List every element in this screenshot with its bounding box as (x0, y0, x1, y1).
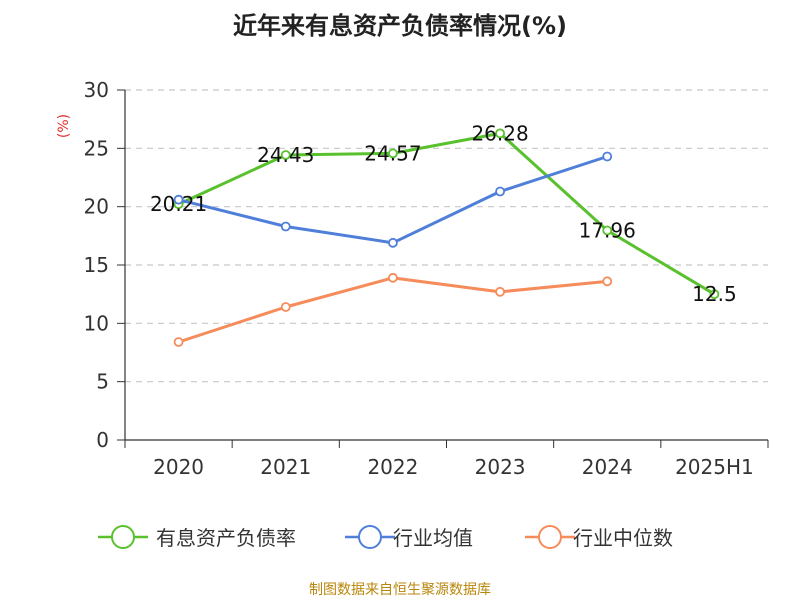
data-point-1[interactable] (388, 237, 398, 248)
data-point-2[interactable] (388, 272, 398, 283)
data-point-1[interactable] (280, 221, 291, 232)
legend-marker-icon (538, 525, 562, 549)
data-label: 17.96 (579, 218, 636, 242)
data-point-2[interactable] (602, 276, 613, 287)
axes: 0 5 10 15 20 25 30 2020 2021 2022 2023 2024 2025H1 (84, 78, 769, 479)
y-tick-label: 20 (84, 195, 109, 219)
y-tick-label: 15 (84, 253, 109, 277)
gridlines (125, 89, 768, 383)
y-tick-label: 10 (84, 311, 109, 335)
data-label: 24.57 (364, 141, 421, 165)
y-tick-label: 25 (84, 136, 109, 160)
data-label: 12.5 (692, 282, 737, 306)
x-tick-label: 2022 (367, 455, 418, 479)
data-point-1[interactable] (173, 194, 184, 205)
x-tick-label: 2021 (260, 455, 311, 479)
data-labels: 20.21 24.43 24.57 26.28 17.96 12.5 (150, 121, 737, 306)
series-group (173, 128, 720, 347)
y-tick-label: 5 (96, 370, 109, 394)
legend-label[interactable]: 有息资产负债率 (156, 526, 296, 550)
legend[interactable]: 有息资产负债率 行业均值 行业中位数 (98, 525, 673, 550)
chart-title: 近年来有息资产负债率情况(%) (233, 12, 567, 40)
y-axis-unit: (%) (56, 114, 72, 138)
legend-label[interactable]: 行业均值 (393, 526, 473, 550)
data-point-0[interactable] (280, 150, 291, 160)
data-point-2[interactable] (280, 302, 291, 312)
data-label: 24.43 (257, 143, 314, 167)
x-tick-label: 2025H1 (675, 455, 754, 479)
x-tick-label: 2020 (153, 455, 204, 479)
data-point-0[interactable] (709, 289, 720, 300)
legend-marker-icon (358, 525, 382, 549)
series-line-2 (178, 276, 608, 344)
y-tick-label: 30 (84, 78, 109, 102)
y-tick-label: 0 (96, 428, 109, 452)
data-label: 26.28 (471, 121, 528, 145)
x-tick-label: 2023 (475, 455, 526, 479)
series-line-0 (177, 131, 716, 296)
data-point-1[interactable] (602, 151, 613, 162)
legend-label[interactable]: 行业中位数 (573, 526, 673, 550)
data-point-0[interactable] (602, 225, 613, 236)
x-tick-label: 2024 (582, 455, 633, 479)
data-point-0[interactable] (388, 148, 398, 159)
data-label: 20.21 (150, 192, 207, 216)
data-point-0[interactable] (495, 128, 505, 139)
legend-marker-icon (111, 525, 135, 549)
data-point-1[interactable] (495, 186, 505, 197)
series-line-1 (178, 155, 608, 245)
data-point-2[interactable] (173, 337, 184, 347)
source-note: 制图数据来自恒生聚源数据库 (309, 582, 491, 598)
data-point-2[interactable] (495, 286, 505, 297)
